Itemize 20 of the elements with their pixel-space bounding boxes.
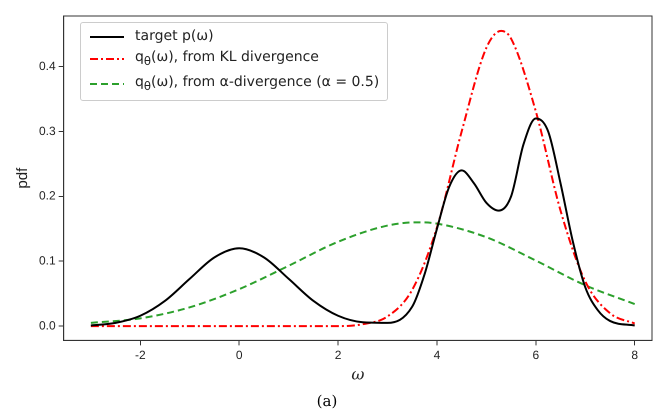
x-tick-label: 8 — [631, 348, 638, 362]
y-axis-title: pdf — [14, 166, 32, 189]
x-tick-label: 0 — [236, 348, 243, 362]
legend-label: target p(ω) — [135, 27, 214, 46]
y-tick-label: 0.3 — [38, 124, 56, 138]
text: (a) — [316, 392, 338, 410]
x-tick-label: 2 — [334, 348, 342, 362]
x-tick-label: 6 — [532, 348, 540, 362]
line-series — [90, 221, 636, 324]
x-axis-title: ω — [351, 364, 364, 384]
line-series — [90, 118, 636, 326]
y-tick-label: 0.0 — [38, 318, 56, 332]
y-tick-label: 0.4 — [38, 58, 56, 73]
x-tick-label: -2 — [134, 348, 146, 362]
legend-label: q$_{θ}$(ω), from KL divergence — [135, 48, 319, 70]
x-tick-label: 4 — [434, 348, 441, 362]
y-tick-label: 0.1 — [38, 254, 56, 268]
legend-label: q$_{θ}$(ω), from α-divergence (α = 0.5) — [135, 72, 380, 95]
y-tick-label: 0.2 — [38, 188, 56, 203]
line-series — [90, 30, 636, 328]
